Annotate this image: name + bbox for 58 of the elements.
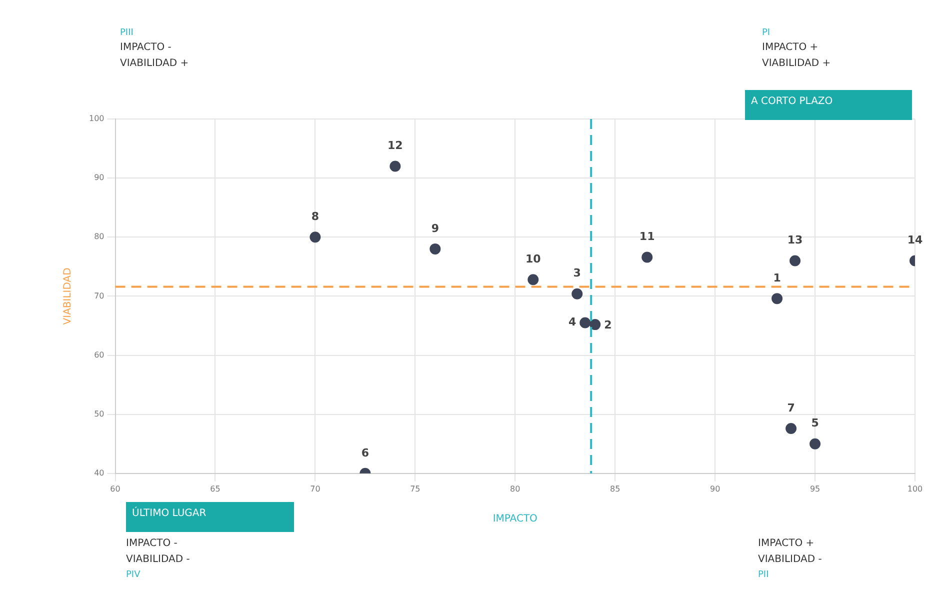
- y-tick-label: 50: [94, 409, 104, 418]
- x-tick-label: 65: [210, 484, 220, 494]
- point: [786, 423, 797, 434]
- annotation: 6: [361, 446, 370, 460]
- text: PI: [762, 28, 770, 38]
- x-tick-label: 60: [110, 484, 120, 494]
- annotation: 8: [311, 210, 320, 223]
- text: VIABILIDAD +: [120, 58, 189, 69]
- text: A CORTO PLAZO: [745, 90, 912, 120]
- x-tick-label: 100: [907, 484, 923, 494]
- x-tick-label: 70: [310, 484, 320, 494]
- point: [790, 255, 801, 266]
- annotation: 5: [811, 416, 819, 430]
- y-tick-label: 70: [94, 291, 104, 300]
- y-tick-label: 60: [94, 350, 104, 360]
- y-axis-title: VIABILIDAD: [62, 267, 74, 325]
- annotation: 13: [787, 234, 803, 247]
- text: PII: [758, 570, 769, 580]
- point: [772, 293, 783, 304]
- annotation: 9: [431, 222, 439, 235]
- x-tick-label: 95: [810, 484, 820, 494]
- y-tick-label: 40: [94, 468, 104, 478]
- x-tick-label: 75: [410, 484, 420, 494]
- x-tick-label: 80: [510, 484, 520, 494]
- text: PIV: [126, 570, 140, 580]
- text: VIABILIDAD -: [126, 554, 190, 565]
- annotation: 3: [573, 266, 581, 280]
- text: IMPACTO -: [120, 42, 172, 53]
- annotation: 12: [388, 139, 403, 152]
- text: IMPACTO +: [758, 538, 814, 549]
- point: [590, 319, 601, 330]
- point: [310, 232, 321, 243]
- annotation: 1: [773, 271, 781, 284]
- x-tick-label: 85: [610, 484, 620, 494]
- text: ÚLTIMO LUGAR: [126, 502, 294, 532]
- point: [528, 274, 539, 286]
- y-tick-label: 80: [94, 232, 104, 242]
- text: IMPACTO -: [126, 538, 178, 549]
- annotation: 4: [568, 316, 576, 329]
- point: [642, 252, 653, 263]
- y-tick-label: 90: [94, 173, 104, 182]
- annotation: 11: [639, 230, 655, 244]
- annotation: 2: [604, 318, 612, 332]
- x-tick-label: 90: [710, 484, 720, 494]
- annotation: 10: [525, 252, 542, 266]
- point: [810, 438, 821, 450]
- text: IMPACTO +: [762, 42, 818, 53]
- annotation: 7: [787, 401, 795, 414]
- text: PIII: [120, 28, 134, 38]
- point: [430, 243, 441, 254]
- text: VIABILIDAD -: [758, 554, 822, 565]
- x-axis-title: IMPACTO: [492, 514, 538, 525]
- annotation: 14: [907, 234, 923, 247]
- point: [390, 160, 401, 172]
- point: [580, 317, 591, 328]
- text: VIABILIDAD +: [762, 58, 831, 69]
- point: [572, 288, 583, 300]
- y-tick-label: 100: [88, 114, 104, 124]
